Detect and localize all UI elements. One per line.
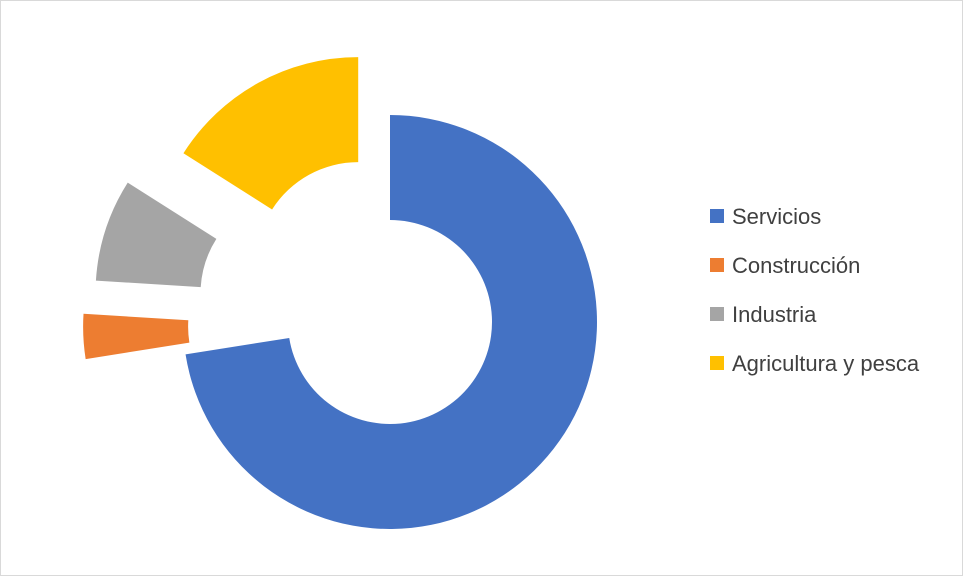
doughnut-slices: [83, 57, 597, 529]
legend-label: Agricultura y pesca: [732, 351, 920, 376]
legend-item-servicios: Servicios: [710, 204, 821, 229]
legend-label: Servicios: [732, 204, 821, 229]
legend-swatch: [710, 356, 724, 370]
slice-servicios: [185, 115, 597, 529]
legend-swatch: [710, 307, 724, 321]
legend-swatch: [710, 258, 724, 272]
legend-swatch: [710, 209, 724, 223]
legend-item-agricultura-y-pesca: Agricultura y pesca: [710, 351, 920, 376]
legend-item-industria: Industria: [710, 302, 817, 327]
slice-industria: [95, 182, 217, 288]
legend-item-construccion: Construcción: [710, 253, 860, 278]
slice-construccion: [83, 313, 190, 360]
slice-agricultura-y-pesca: [183, 57, 359, 210]
legend-label: Industria: [732, 302, 817, 327]
legend-label: Construcción: [732, 253, 860, 278]
legend: Servicios Construcción Industria Agricultur…: [710, 204, 920, 376]
